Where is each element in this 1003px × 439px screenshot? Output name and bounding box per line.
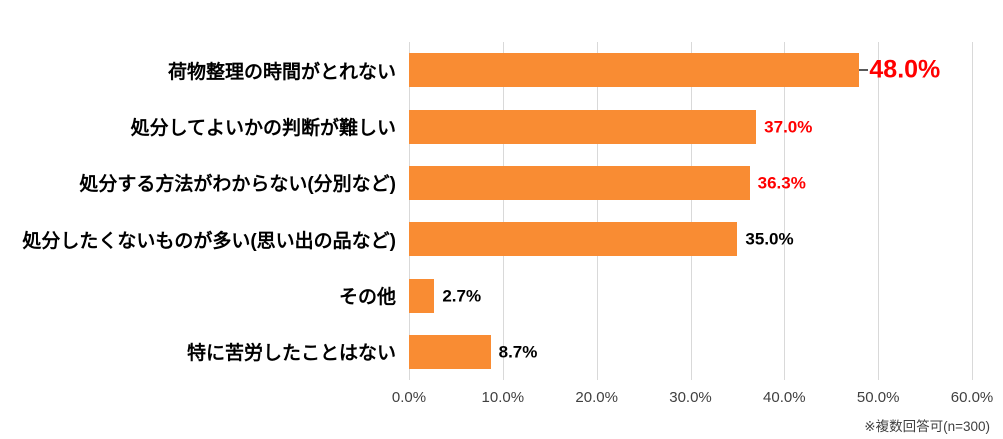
plot-area: 48.0% 37.0% 36.3% 35.0% 2.7% 8.7%: [409, 42, 973, 380]
category-label: 処分してよいかの判断が難しい: [130, 117, 396, 139]
category-label: 荷物整理の時間がとれない: [167, 61, 396, 83]
value-label: 48.0%: [869, 55, 941, 84]
category-label: 処分する方法がわからない(分別など): [79, 174, 396, 196]
x-tick-label: 20.0%: [575, 389, 618, 406]
value-label: 37.0%: [764, 117, 813, 136]
x-axis: 0.0% 10.0% 20.0% 30.0% 40.0% 50.0% 60.0%: [0, 389, 1003, 411]
bar: [409, 53, 860, 88]
chart-footnote: ※複数回答可(n=300): [864, 419, 990, 434]
bar: [409, 334, 491, 369]
value-label: 8.7%: [498, 342, 538, 362]
gridline: [409, 42, 410, 380]
leader-line: [859, 69, 869, 72]
gridline: [596, 42, 598, 380]
category-label: 特に苦労したことはない: [186, 343, 396, 365]
value-label: 2.7%: [442, 286, 482, 305]
x-tick-label: 10.0%: [481, 389, 525, 406]
bar: [409, 109, 757, 144]
gridline: [784, 42, 786, 380]
x-tick-label: 60.0%: [950, 389, 994, 406]
x-tick-label: 30.0%: [669, 389, 712, 406]
bar: [409, 278, 435, 313]
gridline: [502, 42, 504, 380]
bar: [409, 222, 738, 257]
gridline: [972, 42, 973, 380]
category-label: その他: [338, 286, 396, 308]
value-label: 35.0%: [745, 229, 794, 249]
category-labels: 荷物整理の時間がとれない処分してよいかの判断が難しい処分する方法がわからない(分…: [0, 42, 396, 380]
x-tick-label: 50.0%: [856, 389, 900, 406]
bar: [409, 165, 750, 200]
x-tick-label: 40.0%: [763, 389, 806, 406]
x-tick-label: 0.0%: [391, 389, 427, 406]
value-label: 36.3%: [757, 173, 806, 193]
gridline: [878, 42, 880, 380]
category-label: 処分したくないものが多い(思い出の品など): [22, 230, 396, 252]
gridline: [690, 42, 692, 380]
